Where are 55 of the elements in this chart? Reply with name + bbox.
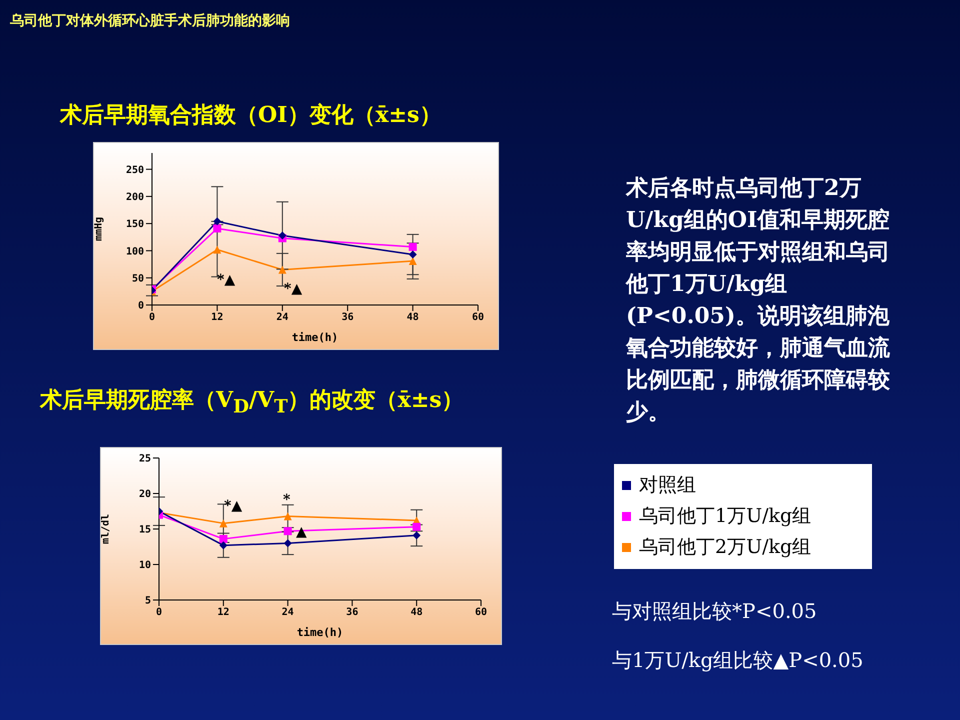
- x-tick-label: 12: [211, 312, 224, 324]
- point: [412, 522, 421, 531]
- y-tick-label: 150: [126, 219, 144, 230]
- x-tick-label: 60: [472, 312, 484, 324]
- y-tick-label: 100: [126, 246, 144, 258]
- text: 术后各时点乌司他丁2万U/kg组的OI值和早期死腔率均明显低于对照组和乌司他丁1万U/kg组(P<0.05)。说明该组肺泡氧合功能较好，肺通气血流比例匹配，肺微循环障碍较少。: [626, 174, 891, 427]
- point: [408, 250, 417, 259]
- point: [219, 534, 228, 543]
- point: [284, 527, 292, 536]
- chart-title: 术后早期死腔率（V$_{D}$/V$_{T}$）的改变（x̄±s）: [40, 386, 464, 418]
- annotation: *▲: [224, 498, 242, 514]
- y-axis-title: ml/dl: [100, 514, 112, 544]
- point: [219, 541, 228, 550]
- y-tick-label: 200: [126, 192, 144, 203]
- y-tick-label: 50: [132, 273, 144, 284]
- point: [213, 246, 222, 254]
- annotation: *: [283, 492, 290, 508]
- point: [278, 266, 286, 274]
- point: [213, 224, 222, 232]
- point: [408, 242, 417, 251]
- x-axis-title: time(h): [296, 626, 344, 639]
- y-tick-label: 0: [138, 300, 144, 312]
- y-tick-label: 20: [138, 489, 151, 500]
- point: [408, 257, 417, 266]
- text: 与对照组比较*P<0.05: [612, 598, 818, 625]
- legend-label: 对照组: [639, 473, 696, 498]
- y-axis-title: mmHg: [94, 216, 105, 242]
- y-tick-label: 15: [138, 524, 151, 536]
- annotation: *▲: [217, 272, 236, 288]
- text: 与1万U/kg组比较▲P<0.05: [612, 647, 864, 674]
- point: [284, 512, 292, 520]
- point: [213, 217, 222, 226]
- x-tick-label: 48: [410, 607, 423, 618]
- x-axis-title: time(h): [292, 331, 338, 344]
- x-tick-label: 48: [406, 312, 419, 324]
- x-tick-label: 12: [217, 607, 230, 618]
- x-tick-label: 0: [156, 607, 162, 618]
- y-tick-label: 10: [138, 560, 151, 572]
- legend-label: 乌司他丁2万U/kg组: [639, 535, 812, 560]
- x-tick-label: 60: [474, 607, 488, 618]
- chart-title: 术后早期氧合指数（OI）变化（x̄±s）: [60, 101, 442, 130]
- point: [278, 232, 286, 240]
- x-tick-label: 36: [342, 312, 354, 324]
- text: 乌司他丁对体外循环心脏手术后肺功能的影响: [10, 12, 291, 30]
- point: [412, 531, 421, 540]
- x-tick-label: 24: [276, 312, 288, 324]
- legend-label: 乌司他丁1万U/kg组: [639, 504, 812, 529]
- annotation: *▲: [284, 281, 302, 297]
- x-tick-label: 24: [282, 607, 294, 618]
- y-tick-label: 250: [126, 164, 144, 176]
- point: [284, 539, 292, 548]
- point: [219, 519, 228, 528]
- y-tick-label: 5: [144, 596, 151, 607]
- x-tick-label: 36: [346, 607, 358, 618]
- y-tick-label: 25: [138, 454, 151, 465]
